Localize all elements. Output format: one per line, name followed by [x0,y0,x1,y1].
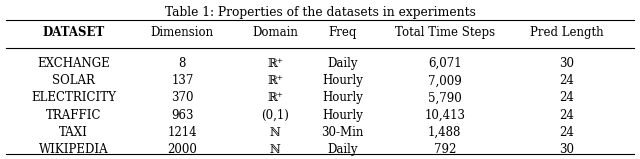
Text: ℝ⁺: ℝ⁺ [268,91,283,104]
Text: WIKIPEDIA: WIKIPEDIA [39,143,108,156]
Text: 1,488: 1,488 [428,126,461,139]
Text: 2000: 2000 [168,143,197,156]
Text: DATASET: DATASET [42,26,105,39]
Text: Pred Length: Pred Length [529,26,604,39]
Text: Total Time Steps: Total Time Steps [395,26,495,39]
Text: Hourly: Hourly [322,74,363,87]
Text: Domain: Domain [252,26,298,39]
Text: 30: 30 [559,57,574,70]
Text: EXCHANGE: EXCHANGE [37,57,110,70]
Text: TAXI: TAXI [59,126,88,139]
Text: 24: 24 [559,109,574,122]
Text: Freq: Freq [328,26,356,39]
Text: 137: 137 [172,74,193,87]
Text: 24: 24 [559,126,574,139]
Text: 1214: 1214 [168,126,197,139]
Text: TRAFFIC: TRAFFIC [46,109,101,122]
Text: ℕ: ℕ [270,143,280,156]
Text: SOLAR: SOLAR [52,74,95,87]
Text: 370: 370 [171,91,194,104]
Text: ℝ⁺: ℝ⁺ [268,57,283,70]
Text: ELECTRICITY: ELECTRICITY [31,91,116,104]
Text: Daily: Daily [327,143,358,156]
Text: 792: 792 [434,143,456,156]
Text: Daily: Daily [327,57,358,70]
Text: 963: 963 [171,109,194,122]
Text: Hourly: Hourly [322,91,363,104]
Text: Dimension: Dimension [151,26,214,39]
Text: ℝ⁺: ℝ⁺ [268,74,283,87]
Text: ℕ: ℕ [270,126,280,139]
Text: 10,413: 10,413 [424,109,465,122]
Text: 24: 24 [559,91,574,104]
Text: 30: 30 [559,143,574,156]
Text: 6,071: 6,071 [428,57,461,70]
Text: 8: 8 [179,57,186,70]
Text: 24: 24 [559,74,574,87]
Text: 5,790: 5,790 [428,91,461,104]
Text: (0,1): (0,1) [261,109,289,122]
Text: Hourly: Hourly [322,109,363,122]
Text: 30-Min: 30-Min [321,126,364,139]
Text: 7,009: 7,009 [428,74,461,87]
Text: Table 1: Properties of the datasets in experiments: Table 1: Properties of the datasets in e… [164,6,476,19]
